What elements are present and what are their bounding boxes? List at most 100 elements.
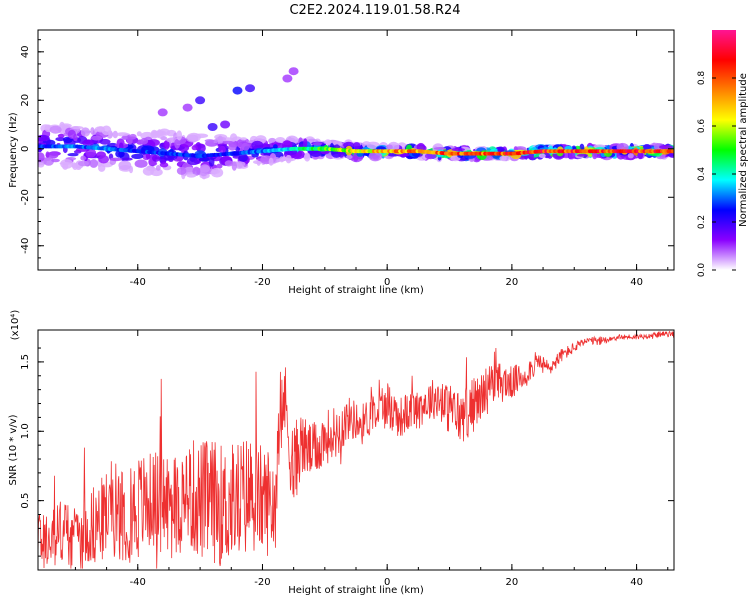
heatmap-cell — [238, 154, 248, 162]
bottom-xlabel: Height of straight line (km) — [288, 585, 424, 596]
heatmap-cell — [199, 164, 210, 173]
heatmap-cell — [568, 151, 576, 160]
heatmap-cell — [343, 141, 355, 149]
heatmap-blob — [182, 103, 193, 112]
bottom-x-tick-label: 0 — [384, 577, 390, 588]
heatmap-cell — [147, 139, 160, 147]
heatmap-cell — [659, 144, 674, 150]
heatmap-blob — [288, 67, 299, 76]
heatmap-cell — [204, 139, 215, 143]
top-x-tick-label: -40 — [130, 277, 146, 288]
heatmap-cell — [145, 152, 151, 160]
top-axis-ticks: -40 -20 0 20 40 -40 -20 0 20 40 — [20, 30, 674, 288]
heatmap-cell — [75, 165, 82, 170]
bottom-x-tick-label: 40 — [630, 577, 643, 588]
colorbar-ticks: 0.0 0.2 0.4 0.6 0.8 — [697, 71, 736, 278]
heatmap-cell — [538, 153, 546, 158]
heatmap-cell — [57, 133, 65, 138]
heatmap-cell — [176, 130, 183, 141]
top-xlabel: Height of straight line (km) — [288, 285, 424, 296]
heatmap-cell — [303, 138, 308, 148]
heatmap-cell — [216, 163, 223, 169]
heatmap-cell — [501, 156, 507, 161]
colorbar-gradient — [712, 30, 736, 270]
heatmap-cell — [338, 141, 343, 146]
heatmap-blob — [232, 86, 243, 95]
heatmap-cell — [186, 157, 201, 166]
heatmap-cell — [186, 173, 197, 178]
bottom-x-tick-label: 20 — [506, 577, 519, 588]
heatmap-cell — [210, 167, 224, 178]
heatmap-cell — [90, 135, 103, 141]
heatmap-blob — [195, 96, 206, 105]
heatmap-cell — [67, 129, 76, 139]
heatmap-cell — [163, 140, 170, 150]
heatmap-cell — [346, 154, 353, 159]
heatmap-cell — [312, 142, 323, 146]
heatmap-cell — [109, 157, 123, 162]
heatmap-cell — [353, 142, 361, 150]
heatmap-cell — [82, 139, 95, 146]
bottom-y-tick-label: 1.5 — [20, 354, 31, 370]
heatmap-cell — [98, 164, 106, 172]
heatmap-cell — [43, 157, 54, 166]
colorbar-tick-label: 0.6 — [697, 119, 707, 134]
colorbar-tick-label: 0.0 — [697, 263, 707, 278]
heatmap-cell — [283, 140, 291, 146]
heatmap-cell — [115, 150, 125, 158]
chart-title: C2E2.2024.119.01.58.R24 — [289, 3, 460, 18]
heatmap-cell — [98, 155, 110, 164]
heatmap-cell — [333, 144, 341, 149]
heatmap-cell — [45, 151, 50, 158]
heatmap-cell — [213, 139, 219, 144]
heatmap-cell — [67, 153, 79, 157]
bottom-y-tick-label: 0.5 — [20, 493, 31, 509]
heatmap-cell — [136, 131, 142, 137]
heatmap-blob — [282, 74, 293, 83]
heatmap-blob — [157, 108, 168, 117]
heatmap-cell — [218, 145, 226, 154]
heatmap-cell — [193, 167, 201, 171]
heatmap-cell — [134, 159, 148, 168]
heatmap-cell — [155, 165, 161, 171]
top-x-tick-label: 20 — [506, 277, 519, 288]
heatmap-cell — [198, 157, 210, 162]
heatmap-cell — [77, 160, 89, 167]
heatmap-cell — [38, 152, 45, 162]
heatmap-cell — [224, 160, 234, 167]
heatmap-cell — [118, 160, 132, 171]
heatmap-cell — [217, 135, 223, 146]
heatmap-cell — [241, 142, 250, 151]
heatmap-cell — [51, 158, 60, 163]
heatmap-blob — [220, 120, 231, 129]
bottom-x-tick-label: -40 — [130, 577, 146, 588]
heatmap-cell — [268, 139, 275, 143]
bottom-y-scale-label: (x10⁴) — [10, 310, 21, 341]
heatmap-cell — [424, 153, 437, 160]
heatmap-cell — [159, 162, 169, 168]
heatmap-cell — [251, 140, 264, 150]
bottom-x-tick-label: -20 — [254, 577, 270, 588]
heatmap-cell — [307, 150, 320, 154]
bottom-plot-frame — [37, 329, 675, 571]
heatmap-cell — [275, 137, 286, 143]
heatmap-cell — [80, 155, 86, 161]
colorbar: 0.0 0.2 0.4 0.6 0.8 Normalized spectral ampl… — [697, 30, 749, 277]
heatmap-cell — [140, 137, 149, 145]
top-x-tick-label: 0 — [384, 277, 390, 288]
heatmap-cell — [101, 125, 112, 136]
snr-line-layer — [38, 330, 674, 569]
heatmap-cell — [304, 152, 311, 162]
heatmap-cell — [191, 145, 198, 151]
colorbar-tick-label: 0.2 — [697, 215, 707, 229]
heatmap-cell — [121, 157, 133, 161]
heatmap-cell — [576, 153, 589, 157]
heatmap-cell — [238, 162, 243, 168]
heatmap-cell — [126, 136, 133, 145]
heatmap-cell — [386, 144, 393, 150]
heatmap-cell — [151, 154, 161, 162]
heatmap-cell — [150, 129, 158, 139]
heatmap-cell — [285, 154, 292, 164]
colorbar-tick-label: 0.4 — [697, 167, 707, 182]
bottom-panel: -40 -20 0 20 40 0.5 1.0 1.5 Height of straight … — [8, 310, 675, 596]
